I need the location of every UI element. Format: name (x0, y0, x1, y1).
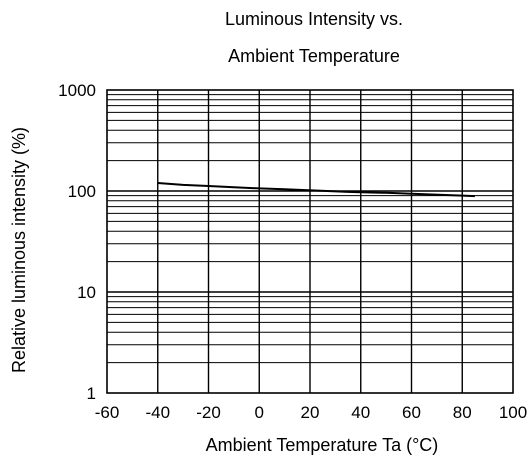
chart-title-line-2: Ambient Temperature (228, 46, 400, 66)
x-tick-label: 60 (402, 403, 421, 422)
x-tick-label: -20 (196, 403, 221, 422)
y-tick-label: 100 (68, 182, 96, 201)
y-axis-label: Relative luminous intensity (%) (9, 127, 29, 373)
x-tick-label: 100 (499, 403, 527, 422)
x-tick-label: -60 (95, 403, 120, 422)
y-tick-label: 1000 (58, 81, 96, 100)
x-tick-label: 40 (351, 403, 370, 422)
y-tick-label: 1 (87, 384, 96, 403)
chart-title-line-1: Luminous Intensity vs. (225, 9, 403, 29)
x-tick-label: 0 (255, 403, 264, 422)
x-tick-label: 80 (453, 403, 472, 422)
x-tick-label: 20 (301, 403, 320, 422)
plot-frame (106, 89, 514, 394)
intensity-series-line (157, 182, 475, 198)
y-tick-label: 10 (77, 283, 96, 302)
x-tick-label: -40 (145, 403, 170, 422)
x-axis-label: Ambient Temperature Ta (°C) (206, 435, 439, 455)
